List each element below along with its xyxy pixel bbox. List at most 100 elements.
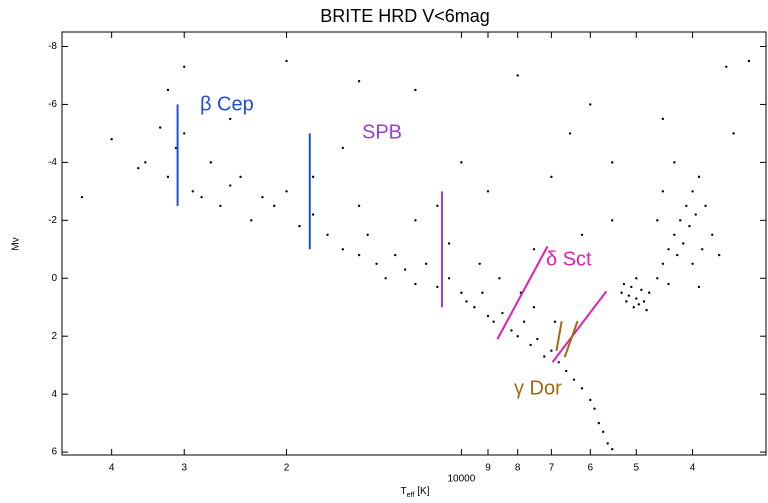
star-point	[516, 335, 519, 338]
star-point	[580, 233, 584, 237]
star-point	[620, 291, 623, 294]
star-point	[704, 204, 707, 208]
star-point	[697, 285, 701, 289]
star-point	[697, 175, 701, 179]
annotation-label: δ Sct	[546, 248, 592, 270]
strip-line	[555, 320, 563, 351]
y-tick-label: 0	[51, 273, 57, 284]
star-point	[341, 248, 345, 251]
star-point	[357, 80, 361, 83]
star-point	[550, 349, 553, 352]
star-point	[522, 320, 526, 323]
star-point	[597, 421, 601, 425]
star-point	[191, 190, 194, 193]
star-point	[229, 117, 232, 121]
y-tick-label: -6	[48, 99, 57, 110]
y-tick-label: 4	[51, 389, 57, 400]
star-point	[486, 190, 490, 193]
star-point	[166, 175, 170, 179]
x-tick-label: 5	[633, 463, 639, 474]
star-point	[691, 262, 694, 265]
star-point	[725, 65, 728, 68]
strip-line	[496, 245, 549, 340]
star-point	[384, 277, 387, 280]
star-point	[498, 277, 501, 280]
star-point	[158, 126, 162, 129]
star-point	[403, 268, 407, 271]
star-point	[685, 204, 688, 208]
star-point	[250, 219, 253, 222]
star-point	[516, 74, 519, 77]
star-point	[701, 248, 704, 251]
star-point	[648, 291, 651, 294]
star-point	[611, 448, 614, 451]
x-tick-label: 8	[515, 463, 521, 474]
star-point	[298, 224, 301, 228]
star-point	[667, 248, 670, 251]
star-point	[580, 387, 584, 390]
x-tick-label: 4	[109, 463, 115, 474]
star-point	[543, 355, 546, 358]
star-point	[691, 190, 694, 193]
plot-frame	[61, 31, 767, 456]
star-point	[239, 175, 242, 179]
star-point	[565, 369, 568, 373]
star-point	[183, 65, 186, 68]
star-point	[572, 378, 576, 381]
x-label-sub: eff	[407, 492, 415, 499]
star-point	[460, 161, 463, 164]
star-point	[536, 337, 539, 341]
strip-line	[551, 290, 608, 363]
star-point	[532, 306, 536, 309]
star-point	[492, 320, 495, 323]
star-point	[550, 175, 553, 179]
star-point	[357, 253, 361, 257]
x-label-unit: [K]	[417, 486, 429, 497]
star-point	[424, 262, 428, 265]
star-point	[273, 204, 276, 208]
star-point	[478, 262, 481, 265]
star-point	[436, 285, 439, 289]
y-tick-label: 6	[51, 447, 57, 458]
star-point	[473, 306, 476, 309]
star-point	[486, 314, 490, 318]
star-point	[183, 132, 186, 135]
star-point	[219, 204, 222, 208]
star-point	[529, 343, 532, 347]
star-point	[625, 300, 628, 303]
y-tick-label: -4	[48, 157, 57, 168]
star-point	[732, 132, 735, 135]
star-point	[357, 204, 361, 208]
star-point	[635, 297, 638, 300]
star-point	[661, 117, 665, 121]
star-point	[137, 166, 140, 170]
x-tick-label: 2	[284, 463, 290, 474]
star-point	[510, 329, 513, 332]
star-point	[447, 277, 451, 280]
annotation-label: γ Dor	[514, 377, 562, 399]
star-point	[661, 190, 665, 193]
star-point	[667, 282, 670, 286]
star-point	[447, 242, 451, 245]
x-tick-label: 6	[588, 463, 594, 474]
star-point	[630, 285, 633, 289]
annotation-label: SPB	[362, 121, 402, 143]
star-point	[532, 248, 536, 251]
star-point	[80, 195, 84, 199]
star-point	[110, 137, 113, 141]
y-tick-label: 2	[51, 331, 57, 342]
y-tick-label: -8	[48, 41, 57, 52]
star-point	[589, 398, 592, 402]
star-point	[261, 195, 264, 199]
star-point	[656, 219, 659, 222]
y-tick-label: -2	[48, 215, 57, 226]
star-point	[679, 219, 682, 222]
star-point	[694, 213, 697, 216]
x-tick-label: 7	[549, 463, 555, 474]
star-point	[366, 233, 369, 237]
star-point	[637, 303, 641, 306]
star-point	[627, 294, 631, 297]
star-point	[611, 219, 614, 222]
star-point	[414, 219, 417, 222]
x-tick-label: 9	[485, 463, 491, 474]
